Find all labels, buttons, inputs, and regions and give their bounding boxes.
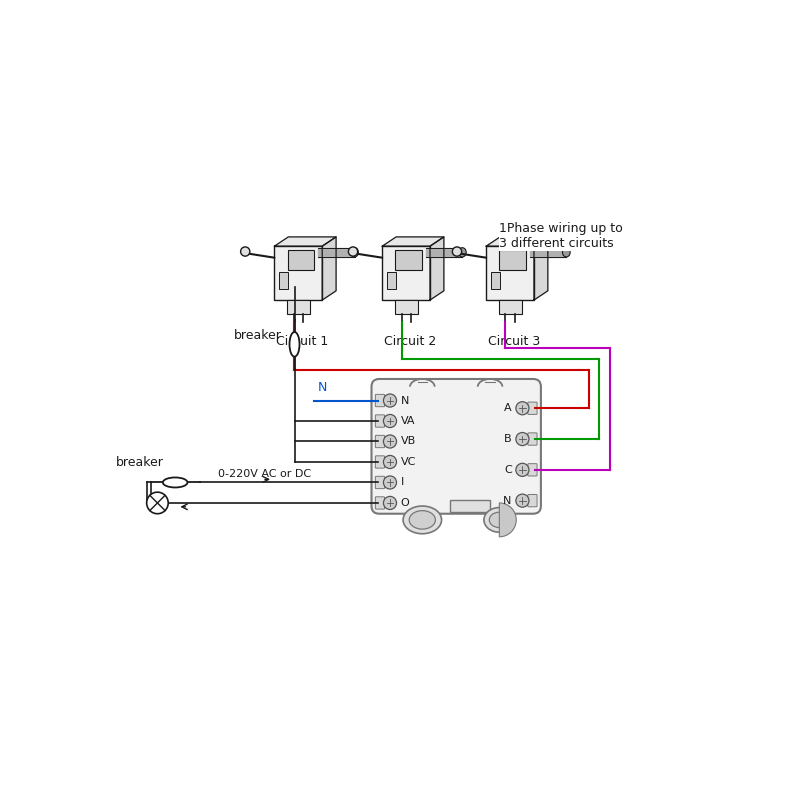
- Ellipse shape: [490, 512, 510, 527]
- Bar: [395, 250, 422, 270]
- Bar: [394, 300, 418, 314]
- Text: VB: VB: [401, 437, 416, 446]
- Circle shape: [383, 414, 397, 427]
- FancyBboxPatch shape: [375, 435, 385, 448]
- Text: N: N: [401, 395, 409, 406]
- Circle shape: [383, 476, 397, 489]
- Polygon shape: [534, 237, 548, 300]
- FancyBboxPatch shape: [371, 379, 541, 514]
- Circle shape: [383, 496, 397, 510]
- Text: VC: VC: [401, 457, 416, 467]
- Circle shape: [146, 492, 168, 514]
- Ellipse shape: [163, 478, 187, 487]
- Text: breaker: breaker: [116, 456, 164, 469]
- FancyBboxPatch shape: [375, 497, 385, 509]
- Ellipse shape: [484, 507, 514, 532]
- Bar: [387, 271, 396, 289]
- Circle shape: [383, 394, 397, 407]
- Ellipse shape: [562, 248, 570, 257]
- Text: 1Phase wiring up to
3 different circuits: 1Phase wiring up to 3 different circuits: [499, 222, 623, 250]
- Bar: [498, 300, 522, 314]
- Ellipse shape: [350, 248, 358, 257]
- Text: B: B: [504, 434, 512, 444]
- Text: A: A: [504, 403, 512, 414]
- Bar: [279, 271, 288, 289]
- Polygon shape: [322, 237, 336, 300]
- Circle shape: [452, 247, 462, 256]
- FancyBboxPatch shape: [375, 394, 385, 406]
- Bar: [286, 300, 310, 314]
- FancyBboxPatch shape: [528, 402, 537, 414]
- Text: 0-220V AC or DC: 0-220V AC or DC: [218, 469, 310, 479]
- Bar: [491, 271, 500, 289]
- Text: Circuit 1: Circuit 1: [276, 334, 328, 348]
- FancyBboxPatch shape: [375, 456, 385, 468]
- Bar: [499, 250, 526, 270]
- Circle shape: [516, 463, 529, 476]
- FancyBboxPatch shape: [375, 415, 385, 427]
- Polygon shape: [274, 237, 336, 246]
- FancyBboxPatch shape: [528, 433, 537, 445]
- Circle shape: [349, 247, 358, 256]
- FancyBboxPatch shape: [382, 246, 430, 300]
- Circle shape: [383, 455, 397, 469]
- Bar: [287, 250, 314, 270]
- Ellipse shape: [410, 510, 435, 529]
- Circle shape: [383, 435, 397, 448]
- FancyBboxPatch shape: [375, 476, 385, 489]
- Text: Circuit 3: Circuit 3: [488, 334, 540, 348]
- Circle shape: [516, 433, 529, 446]
- Polygon shape: [486, 237, 548, 246]
- Text: O: O: [401, 498, 410, 508]
- Text: breaker: breaker: [234, 329, 282, 342]
- FancyBboxPatch shape: [274, 246, 322, 300]
- FancyBboxPatch shape: [486, 246, 534, 300]
- FancyBboxPatch shape: [528, 464, 537, 476]
- Text: N: N: [318, 381, 327, 394]
- Ellipse shape: [458, 248, 466, 257]
- Circle shape: [516, 402, 529, 414]
- Ellipse shape: [290, 332, 299, 357]
- Text: VA: VA: [401, 416, 415, 426]
- Text: C: C: [504, 465, 512, 475]
- FancyBboxPatch shape: [528, 494, 537, 506]
- Circle shape: [241, 247, 250, 256]
- Ellipse shape: [403, 506, 442, 534]
- Text: I: I: [401, 478, 404, 487]
- Bar: [450, 500, 490, 512]
- Text: Circuit 2: Circuit 2: [384, 334, 436, 348]
- Polygon shape: [430, 237, 444, 300]
- Circle shape: [516, 494, 529, 507]
- Polygon shape: [382, 237, 444, 246]
- Wedge shape: [499, 503, 516, 537]
- Text: N: N: [503, 496, 512, 506]
